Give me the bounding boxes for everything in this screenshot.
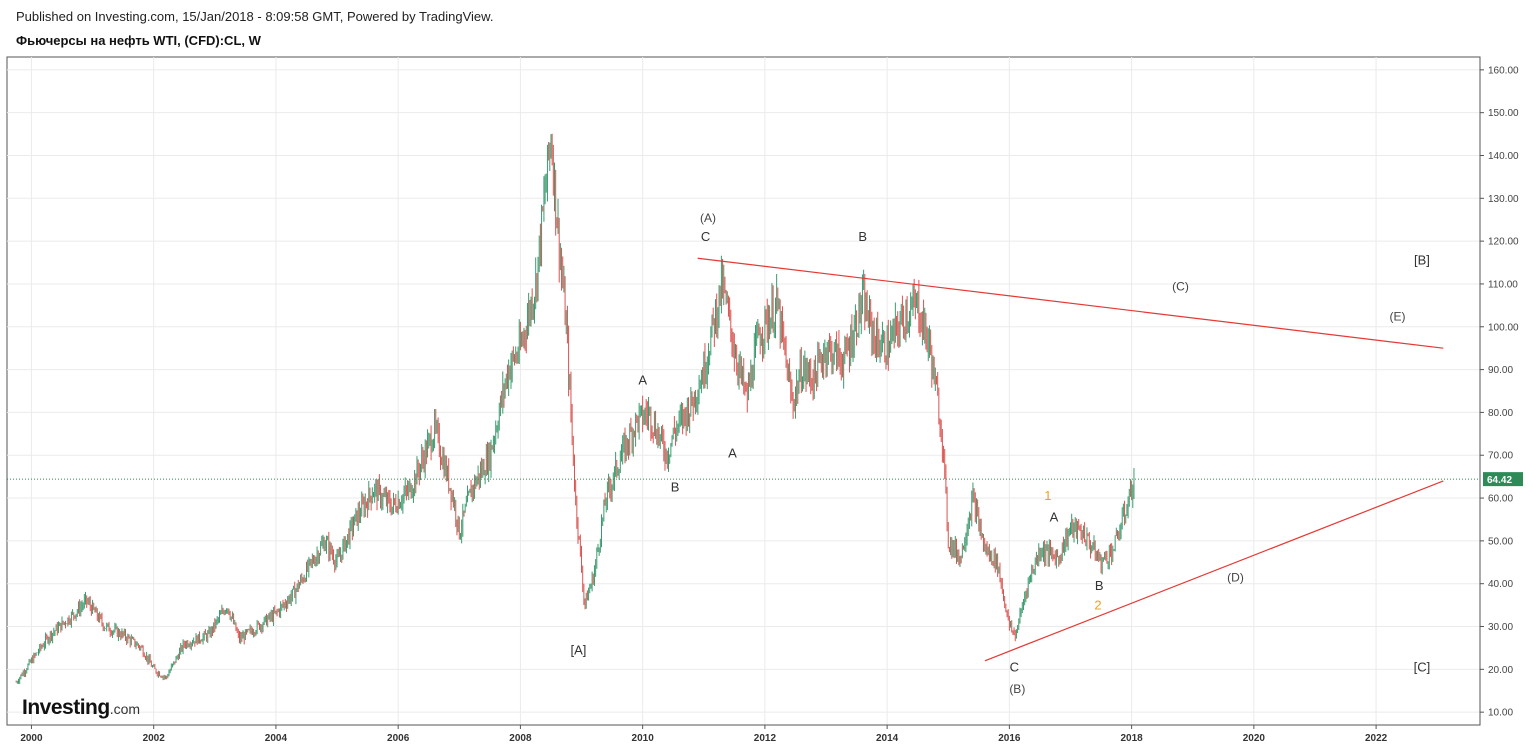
x-tick-label: 2008 <box>509 733 532 744</box>
wave-label: A <box>1050 510 1059 525</box>
x-tick-label: 2002 <box>143 733 166 744</box>
lower-trendline[interactable] <box>984 480 1444 662</box>
wave-label: (A) <box>700 211 716 225</box>
x-tick-label: 2022 <box>1365 733 1388 744</box>
x-tick-label: 2012 <box>754 733 777 744</box>
wave-label: A <box>728 445 737 460</box>
y-tick-label: 150.00 <box>1488 108 1519 119</box>
y-tick-label: 40.00 <box>1488 579 1513 590</box>
wave-label: [A] <box>571 642 587 657</box>
x-tick-label: 2010 <box>632 733 655 744</box>
y-tick-label: 160.00 <box>1488 65 1519 76</box>
last-price-badge <box>1483 472 1523 487</box>
wave-label: (B) <box>1009 682 1025 696</box>
chart-title: Фьючерсы на нефть WTI, (CFD):CL, W <box>16 33 261 48</box>
y-tick-label: 20.00 <box>1488 665 1513 676</box>
wave-label: (C) <box>1172 279 1189 293</box>
wave-label: C <box>1010 659 1019 674</box>
y-tick-label: 100.00 <box>1488 322 1519 333</box>
x-tick-label: 2000 <box>20 733 43 744</box>
logo-suffix: .com <box>109 701 141 717</box>
wave-label: B <box>671 480 680 495</box>
y-tick-label: 10.00 <box>1488 708 1513 719</box>
wave-label: 2 <box>1094 597 1101 612</box>
y-tick-label: 140.00 <box>1488 151 1519 162</box>
y-tick-label: 60.00 <box>1488 494 1513 505</box>
wave-label: 1 <box>1044 488 1051 503</box>
published-info: Published on Investing.com, 15/Jan/2018 … <box>16 9 494 24</box>
y-tick-label: 50.00 <box>1488 536 1513 547</box>
wave-label: (E) <box>1389 309 1405 323</box>
wave-label: C <box>701 229 710 244</box>
wave-label: (D) <box>1227 571 1244 585</box>
x-tick-label: 2014 <box>876 733 899 744</box>
upper-trendline[interactable] <box>697 257 1444 349</box>
x-tick-label: 2004 <box>265 733 288 744</box>
wave-label: [B] <box>1414 253 1430 268</box>
x-tick-label: 2018 <box>1120 733 1143 744</box>
x-tick-label: 2016 <box>998 733 1021 744</box>
y-tick-label: 130.00 <box>1488 194 1519 205</box>
y-tick-label: 70.00 <box>1488 451 1513 462</box>
wave-label: [C] <box>1414 659 1431 674</box>
wave-label: B <box>1095 578 1104 593</box>
wave-label: B <box>858 229 867 244</box>
investing-logo: Investing.com <box>22 696 140 720</box>
y-tick-label: 80.00 <box>1488 408 1513 419</box>
y-tick-label: 90.00 <box>1488 365 1513 376</box>
y-tick-label: 120.00 <box>1488 237 1519 248</box>
y-tick-label: 30.00 <box>1488 622 1513 633</box>
last-price-label: 64.42 <box>1487 475 1512 486</box>
x-tick-label: 2020 <box>1243 733 1266 744</box>
x-tick-label: 2006 <box>387 733 410 744</box>
wave-label: A <box>638 373 647 388</box>
logo-main: Investing <box>22 696 110 719</box>
candles-group <box>15 133 1135 684</box>
y-tick-label: 110.00 <box>1488 279 1518 290</box>
